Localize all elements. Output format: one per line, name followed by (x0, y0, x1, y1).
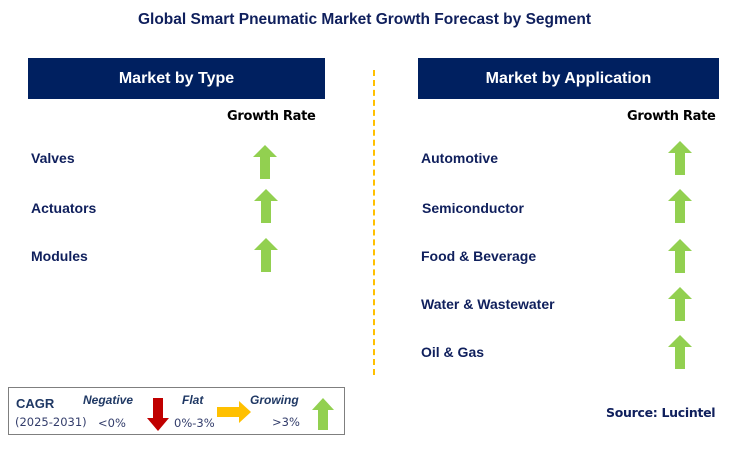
dashed-divider (373, 70, 375, 375)
down-arrow-icon (147, 398, 169, 431)
segment-label-valves: Valves (31, 150, 75, 166)
up-arrow-icon (668, 189, 692, 223)
up-arrow-icon (312, 398, 334, 430)
up-arrow-icon (254, 238, 278, 272)
growth-rate-label-right: Growth Rate (627, 109, 716, 124)
up-arrow-icon (668, 141, 692, 175)
legend-growing-range: >3% (272, 415, 300, 429)
segment-label-oil-gas: Oil & Gas (421, 344, 485, 360)
legend-cagr-label: CAGR (16, 396, 55, 411)
legend-period: (2025-2031) (15, 415, 87, 429)
up-arrow-icon (668, 287, 692, 321)
up-arrow-icon (668, 239, 692, 273)
cagr-legend: CAGR (2025-2031) Negative <0% Flat 0%-3%… (8, 387, 345, 435)
market-by-application-header: Market by Application (418, 58, 719, 99)
segment-label-water-wastewater: Water & Wastewater (421, 296, 555, 312)
segment-label-semiconductor: Semiconductor (422, 200, 524, 216)
segment-label-automotive: Automotive (421, 150, 498, 166)
up-arrow-icon (253, 145, 277, 179)
right-arrow-icon (217, 401, 251, 423)
segment-label-modules: Modules (31, 248, 88, 264)
up-arrow-icon (668, 335, 692, 369)
chart-title: Global Smart Pneumatic Market Growth For… (137, 11, 592, 28)
legend-negative-range: <0% (98, 416, 126, 430)
up-arrow-icon (254, 189, 278, 223)
segment-label-actuators: Actuators (31, 200, 97, 216)
legend-flat-label: Flat (182, 393, 204, 407)
source-label: Source: Lucintel (606, 405, 716, 420)
segment-label-food-beverage: Food & Beverage (421, 248, 537, 264)
legend-growing-label: Growing (250, 393, 299, 407)
legend-negative-label: Negative (83, 393, 134, 407)
market-by-type-header: Market by Type (28, 58, 325, 99)
growth-rate-label-left: Growth Rate (227, 109, 316, 124)
legend-flat-range: 0%-3% (174, 416, 215, 430)
